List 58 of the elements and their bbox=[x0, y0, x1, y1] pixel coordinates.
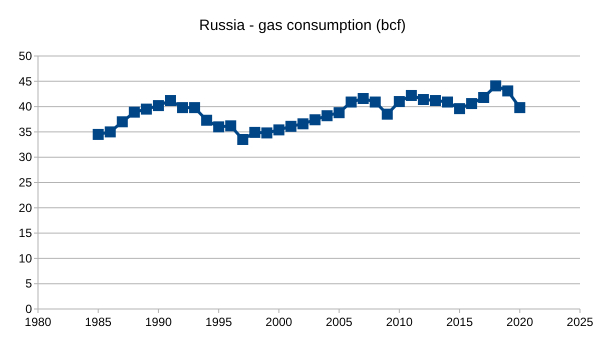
point bbox=[382, 108, 393, 120]
chart-title: Russia - gas consumption (bcf) bbox=[199, 17, 406, 34]
point bbox=[490, 80, 502, 92]
x-tick-label: 1980 bbox=[24, 315, 52, 329]
point bbox=[92, 128, 104, 140]
y-tick-label: 50 bbox=[18, 49, 32, 63]
point bbox=[297, 118, 308, 130]
point bbox=[394, 96, 405, 108]
x-tick-label: 2015 bbox=[446, 315, 474, 329]
y-tick-label: 10 bbox=[18, 251, 32, 266]
point bbox=[346, 96, 357, 108]
y-tick-label: 35 bbox=[18, 124, 32, 139]
point bbox=[213, 121, 224, 132]
point bbox=[406, 90, 417, 101]
x-tick-label: 1995 bbox=[205, 315, 232, 329]
x-tick-label: 2005 bbox=[326, 315, 353, 329]
point bbox=[478, 92, 490, 103]
point bbox=[189, 102, 200, 114]
x-tick-label: 1990 bbox=[145, 315, 172, 329]
point bbox=[249, 126, 260, 138]
point bbox=[502, 85, 514, 96]
point bbox=[418, 94, 429, 106]
point bbox=[225, 120, 236, 132]
y-tick-label: 5 bbox=[25, 276, 32, 291]
point bbox=[358, 93, 369, 104]
point bbox=[273, 124, 284, 136]
x-tick-label: 2020 bbox=[506, 315, 534, 329]
point bbox=[177, 102, 188, 114]
point bbox=[164, 95, 176, 106]
y-tick-label: 15 bbox=[18, 226, 32, 240]
point bbox=[322, 110, 333, 122]
point bbox=[442, 96, 454, 108]
point bbox=[454, 103, 466, 114]
point bbox=[370, 96, 381, 108]
x-tick-label: 1985 bbox=[84, 315, 112, 329]
y-tick-label: 30 bbox=[18, 150, 32, 164]
y-tick-label: 20 bbox=[18, 200, 32, 215]
point bbox=[285, 120, 296, 132]
x-tick-label: 2000 bbox=[266, 315, 293, 329]
point bbox=[514, 102, 526, 114]
point bbox=[140, 104, 152, 115]
point bbox=[104, 126, 116, 138]
point bbox=[116, 116, 128, 128]
point bbox=[237, 134, 248, 145]
x-tick-label: 2025 bbox=[566, 315, 594, 329]
point bbox=[261, 127, 272, 138]
point bbox=[152, 100, 164, 112]
point bbox=[201, 114, 212, 126]
point bbox=[466, 98, 478, 110]
point bbox=[334, 107, 345, 118]
point bbox=[310, 114, 321, 126]
y-tick-label: 25 bbox=[18, 176, 32, 190]
y-tick-label: 0 bbox=[25, 302, 32, 316]
x-tick-label: 2010 bbox=[386, 315, 414, 329]
point bbox=[128, 106, 140, 118]
y-tick-label: 40 bbox=[18, 100, 32, 114]
point bbox=[430, 95, 441, 106]
y-tick-label: 45 bbox=[18, 74, 32, 88]
